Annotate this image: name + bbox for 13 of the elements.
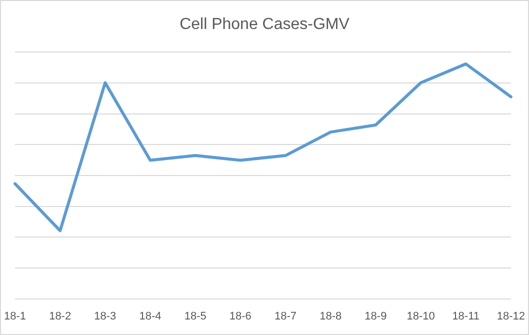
x-tick-label: 18-6 bbox=[229, 310, 252, 322]
x-tick-label: 18-2 bbox=[49, 310, 72, 322]
x-tick-label: 18-9 bbox=[364, 310, 387, 322]
x-tick-label: 18-12 bbox=[496, 310, 526, 322]
x-tick-label: 18-1 bbox=[4, 310, 26, 322]
chart-title: Cell Phone Cases-GMV bbox=[180, 16, 350, 34]
x-tick-label: 18-10 bbox=[406, 310, 435, 322]
x-tick-label: 18-7 bbox=[274, 310, 297, 322]
x-tick-label: 18-3 bbox=[94, 310, 116, 322]
x-tick-label: 18-8 bbox=[320, 310, 342, 322]
x-tick-label: 18-5 bbox=[184, 310, 206, 322]
x-tick-label: 18-4 bbox=[139, 310, 162, 322]
x-tick-label: 18-11 bbox=[452, 310, 480, 322]
